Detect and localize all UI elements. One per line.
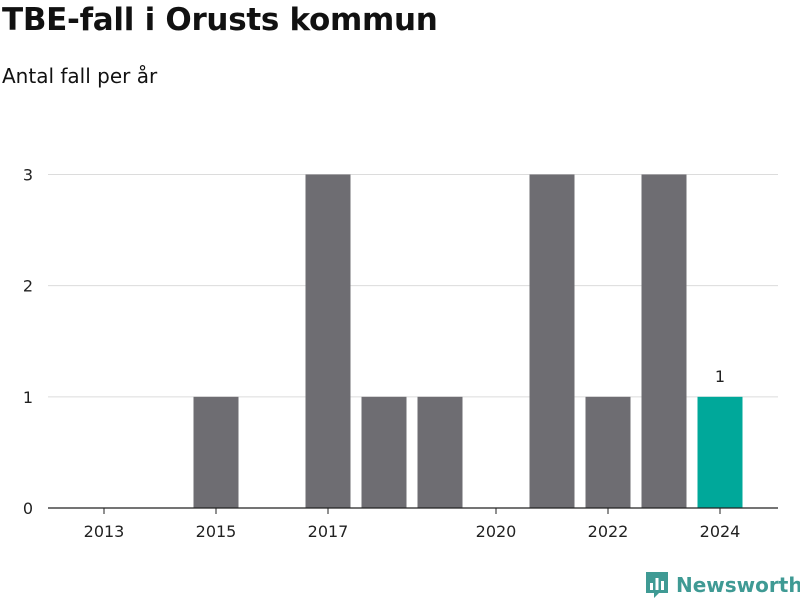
bar-2017 xyxy=(305,174,351,508)
bar-chart: 0 1 2 3 2013 2015 2017 2020 2022 2024 1 xyxy=(23,165,778,541)
chart-subtitle: Antal fall per år xyxy=(2,64,158,88)
bar-2024 xyxy=(697,396,743,508)
y-tick-label-3: 3 xyxy=(23,165,33,184)
data-label-2024: 1 xyxy=(715,367,725,386)
brand-logo: Newsworthy xyxy=(644,570,800,600)
x-tick-label-2020: 2020 xyxy=(476,522,517,541)
y-tick-label-0: 0 xyxy=(23,499,33,518)
bar-2015 xyxy=(193,396,239,508)
bar-2022 xyxy=(585,396,631,508)
bar-2023 xyxy=(641,174,687,508)
x-tick-label-2024: 2024 xyxy=(700,522,741,541)
x-tick-label-2013: 2013 xyxy=(84,522,125,541)
bar-2019 xyxy=(417,396,463,508)
y-tick-label-2: 2 xyxy=(23,277,33,296)
bar-chart-logo-icon xyxy=(646,572,668,598)
x-tick-label-2015: 2015 xyxy=(196,522,237,541)
bar-2018 xyxy=(361,396,407,508)
y-tick-label-1: 1 xyxy=(23,388,33,407)
chart-title: TBE-fall i Orusts kommun xyxy=(2,2,438,38)
x-tick-label-2022: 2022 xyxy=(588,522,629,541)
bar-2021 xyxy=(529,174,575,508)
brand-name: Newsworthy xyxy=(676,573,800,597)
x-tick-label-2017: 2017 xyxy=(308,522,349,541)
